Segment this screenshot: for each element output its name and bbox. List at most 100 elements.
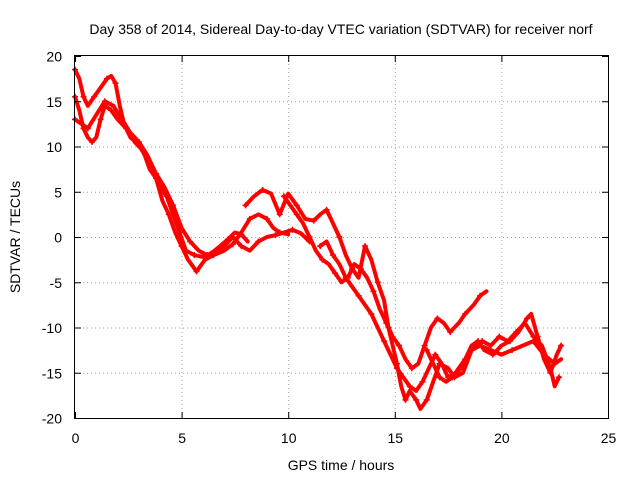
- data-point: [176, 229, 183, 236]
- y-tick-label: 15: [46, 94, 62, 110]
- y-tick-label: -10: [42, 320, 62, 336]
- data-point: [361, 243, 368, 250]
- y-tick-label: -20: [42, 411, 62, 427]
- y-tick-label: 10: [46, 139, 62, 155]
- data-point: [306, 234, 313, 240]
- data-point: [477, 292, 484, 299]
- data-point: [221, 243, 228, 250]
- data-point: [289, 226, 296, 233]
- data-point: [255, 238, 262, 245]
- data-point: [293, 202, 300, 209]
- data-point: [423, 396, 430, 403]
- data-point: [165, 211, 172, 218]
- data-point: [509, 347, 516, 354]
- data-point: [91, 93, 98, 100]
- data-point: [259, 186, 266, 193]
- data-point: [381, 338, 388, 345]
- data-point: [272, 232, 279, 239]
- data-point: [506, 338, 513, 345]
- y-tick-label: -5: [50, 275, 63, 291]
- data-point: [447, 329, 454, 336]
- data-point: [135, 138, 142, 145]
- data-point: [402, 396, 409, 403]
- data-point: [357, 265, 364, 272]
- data-point: [118, 116, 125, 123]
- data-point: [310, 217, 317, 224]
- y-tick-label: 0: [54, 230, 62, 246]
- y-tick-label: -15: [42, 365, 62, 381]
- x-tick-label: 25: [601, 430, 617, 446]
- x-tick-label: 15: [388, 430, 404, 446]
- data-point: [293, 211, 300, 218]
- data-point: [555, 374, 562, 381]
- y-tick-label: 20: [46, 49, 62, 65]
- data-point: [434, 315, 441, 322]
- data-point: [319, 256, 326, 263]
- data-point: [191, 252, 198, 259]
- data-point: [449, 374, 456, 381]
- data-point: [342, 274, 349, 281]
- data-point: [413, 396, 420, 403]
- data-point: [84, 125, 91, 132]
- y-axis-label: SDTVAR / TECUs: [7, 181, 23, 293]
- data-point: [97, 116, 104, 123]
- data-point: [370, 288, 377, 295]
- data-point: [406, 383, 413, 390]
- data-point: [112, 80, 119, 87]
- data-point: [238, 243, 245, 250]
- data-point: [423, 347, 430, 354]
- data-point: [323, 206, 330, 213]
- series-track-e: [281, 194, 489, 371]
- data-point: [242, 202, 249, 209]
- data-point: [355, 292, 362, 299]
- data-point: [534, 333, 541, 340]
- data-point: [489, 351, 496, 358]
- data-point: [558, 342, 565, 349]
- data-point: [108, 107, 115, 114]
- tick-layer: 0 5 10 15 20 25 -20 -15 -10 -5 0 5 10 15 20: [42, 49, 617, 447]
- data-point: [317, 243, 324, 250]
- data-point: [280, 193, 287, 200]
- data-point: [178, 243, 185, 250]
- data-point: [374, 279, 381, 286]
- data-point: [336, 234, 343, 240]
- data-point: [153, 170, 160, 177]
- data-point: [332, 270, 339, 277]
- data-point: [523, 315, 530, 322]
- series-layer: [72, 66, 565, 411]
- data-point: [263, 215, 270, 222]
- data-point: [421, 342, 428, 349]
- data-point: [101, 98, 108, 105]
- data-point: [436, 374, 443, 381]
- data-point: [329, 252, 336, 259]
- data-point: [393, 365, 400, 372]
- data-point: [193, 268, 200, 275]
- series-track-b: [73, 94, 291, 274]
- data-point: [408, 365, 415, 372]
- chart-title: Day 358 of 2014, Sidereal Day-to-day VTE…: [89, 21, 592, 37]
- data-point: [432, 351, 439, 358]
- data-point: [80, 93, 87, 100]
- data-point: [89, 138, 96, 145]
- data-point: [396, 342, 403, 349]
- data-point: [103, 75, 110, 82]
- x-tick-label: 10: [281, 430, 297, 446]
- data-point: [547, 369, 554, 376]
- data-point: [204, 252, 211, 259]
- x-axis-label: GPS time / hours: [288, 457, 395, 473]
- data-point: [474, 338, 481, 345]
- data-point: [496, 333, 503, 340]
- x-tick-label: 5: [178, 430, 186, 446]
- x-tick-label: 20: [494, 430, 510, 446]
- data-point: [187, 238, 194, 245]
- data-point: [383, 319, 390, 326]
- data-point: [462, 310, 469, 317]
- x-tick-label: 0: [72, 430, 80, 446]
- data-point: [229, 241, 236, 248]
- data-point: [419, 378, 426, 385]
- plot-frame: [74, 55, 609, 419]
- data-point: [246, 215, 253, 222]
- data-point: [368, 310, 375, 317]
